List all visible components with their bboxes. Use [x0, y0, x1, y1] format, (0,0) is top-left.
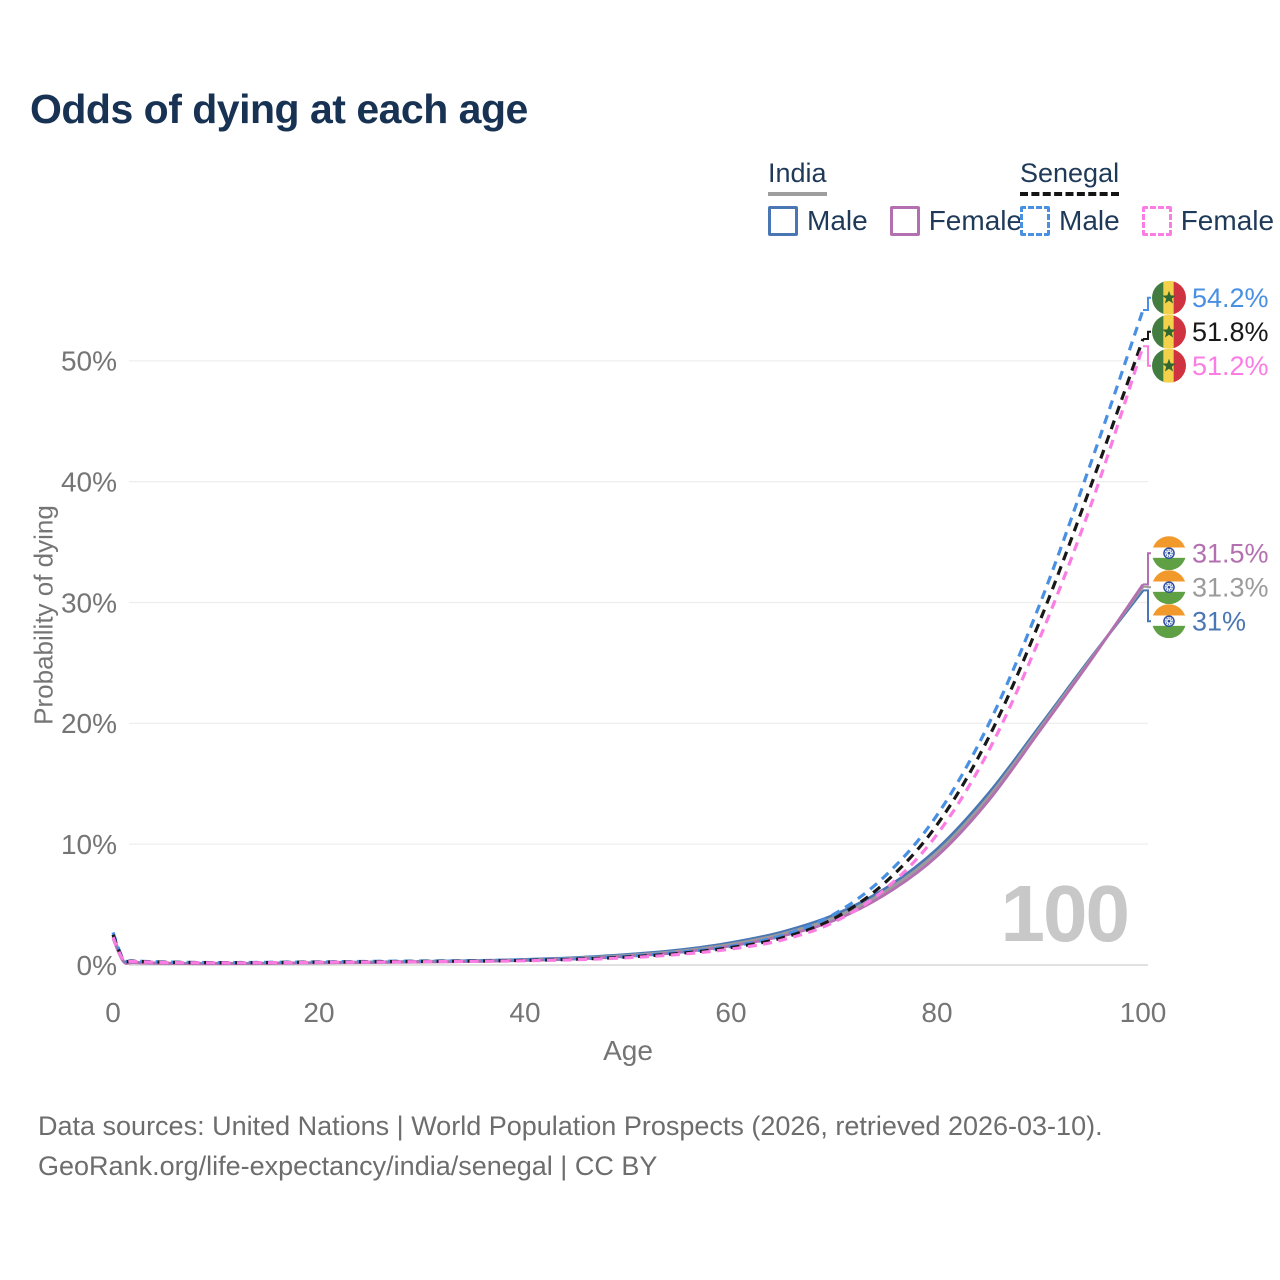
x-tick-label: 0 [105, 997, 121, 1028]
y-tick-label: 20% [61, 708, 117, 739]
series-line-india-both-sexes[interactable] [111, 585, 1145, 966]
x-tick-label: 40 [509, 997, 540, 1028]
legend-swatch-senegal-male [1020, 206, 1050, 236]
legend-item-senegal-male[interactable]: Male [1020, 205, 1120, 237]
legend-senegal-underline [1020, 192, 1120, 196]
legend-label-senegal-female: Female [1180, 205, 1275, 236]
end-label-connector [1143, 552, 1151, 586]
india-flag-icon [1152, 604, 1186, 639]
legend-item-india-male[interactable]: Male [768, 205, 868, 237]
end-label-senegal-both-sexes: 51.8% [1192, 317, 1269, 347]
legend-label-senegal-male: Male [1059, 205, 1120, 236]
series-line-senegal-male[interactable] [111, 309, 1145, 965]
legend-item-india-female[interactable]: Female [889, 205, 1023, 237]
senegal-flag-icon [1152, 348, 1186, 383]
end-label-india-male: 31% [1192, 607, 1246, 637]
footer-data-sources: Data sources: United Nations | World Pop… [38, 1111, 1103, 1141]
series-line-india-male[interactable] [111, 589, 1145, 965]
end-label-connector [1143, 589, 1151, 623]
series-line-senegal-both-sexes[interactable] [111, 338, 1145, 965]
india-flag-icon [1152, 536, 1186, 571]
legend-india-title: India [768, 158, 827, 188]
legend-senegal-header: Senegal [1020, 158, 1120, 196]
series-line-india-female[interactable] [111, 583, 1145, 966]
legend-item-senegal-female[interactable]: Female [1141, 205, 1275, 237]
x-axis-label: Age [603, 1035, 653, 1066]
end-label-connector [1143, 345, 1151, 367]
y-tick-label: 30% [61, 587, 117, 618]
y-tick-label: 50% [61, 346, 117, 377]
y-tick-label: 10% [61, 829, 117, 860]
age-watermark: 100 [1000, 869, 1130, 958]
legend: India Male Female Senegal [768, 158, 1274, 248]
series-line-senegal-female[interactable] [111, 345, 1145, 965]
x-tick-label: 60 [715, 997, 746, 1028]
page-title: Odds of dying at each age [30, 86, 528, 132]
end-label-india-both-sexes: 31.3% [1192, 573, 1269, 603]
end-label-senegal-male: 54.2% [1192, 283, 1269, 313]
x-tick-label: 100 [1120, 997, 1167, 1028]
legend-group-senegal: Senegal Male Female [1020, 158, 1274, 237]
legend-senegal-title: Senegal [1020, 158, 1120, 188]
legend-india-underline [768, 192, 827, 196]
end-label-india-female: 31.5% [1192, 539, 1269, 569]
x-tick-label: 20 [303, 997, 334, 1028]
end-label-connector [1143, 296, 1151, 311]
y-axis-label: Probability of dying [28, 505, 59, 725]
end-label-senegal-female: 51.2% [1192, 351, 1269, 381]
legend-india-header: India [768, 158, 827, 196]
legend-swatch-india-male [768, 206, 798, 236]
x-tick-label: 80 [921, 997, 952, 1028]
legend-swatch-senegal-female [1141, 206, 1172, 236]
legend-swatch-india-female [889, 206, 920, 236]
y-tick-label: 40% [61, 466, 117, 497]
legend-label-india-female: Female [928, 205, 1023, 236]
footer: Data sources: United Nations | World Pop… [38, 1106, 1103, 1186]
legend-group-india: India Male Female [768, 158, 1022, 237]
end-label-connector [1143, 330, 1151, 340]
footer-attribution: GeoRank.org/life-expectancy/india/senega… [38, 1151, 658, 1181]
legend-label-india-male: Male [807, 205, 868, 236]
senegal-flag-icon [1152, 280, 1186, 315]
senegal-flag-icon [1152, 314, 1186, 349]
y-tick-label: 0% [77, 950, 117, 981]
india-flag-icon [1152, 570, 1186, 605]
